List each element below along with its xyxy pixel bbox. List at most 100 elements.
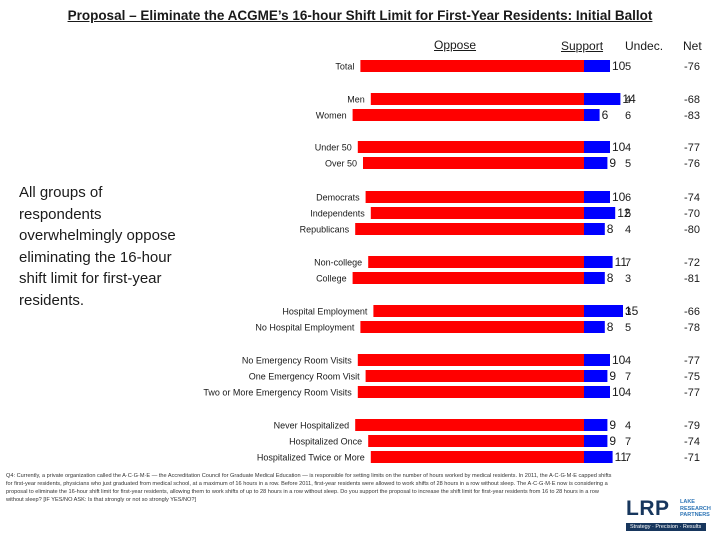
category-label: Republicans	[300, 225, 350, 235]
support-bar	[584, 272, 605, 284]
undecided-value: 4	[625, 387, 631, 399]
support-value-label: 8	[607, 222, 614, 236]
net-value: -70	[684, 208, 700, 220]
oppose-bar	[363, 157, 584, 169]
support-value-label: 10	[612, 140, 626, 154]
logo-subtitle: LAKE RESEARCH PARTNERS	[680, 499, 711, 518]
support-bar	[584, 370, 608, 382]
net-value: -80	[684, 224, 700, 236]
oppose-bar	[357, 354, 584, 366]
undecided-value: 7	[625, 452, 631, 464]
oppose-bar	[355, 419, 584, 431]
support-value-label: 9	[609, 369, 616, 383]
category-label: No Hospital Employment	[255, 323, 355, 333]
category-label: Men	[347, 95, 365, 105]
callout-text: All groups of respondents overwhelmingly…	[19, 184, 176, 309]
logo-tagline: Strategy · Precision · Results	[630, 524, 702, 530]
category-label: Women	[316, 111, 347, 121]
undecided-value: 6	[625, 192, 631, 204]
category-label: Hospitalized Once	[289, 437, 362, 447]
net-value: -78	[684, 322, 700, 334]
undecided-value: 4	[625, 94, 631, 106]
support-value-label: 9	[609, 434, 616, 448]
category-label: Hospitalized Twice or More	[257, 453, 365, 463]
net-value: -72	[684, 257, 700, 269]
category-label: Two or More Emergency Room Visits	[203, 388, 352, 398]
net-value: -75	[684, 371, 700, 383]
undecided-value: 5	[625, 61, 631, 73]
support-header: Support	[561, 39, 604, 53]
category-label: Total	[335, 62, 354, 72]
net-value: -83	[684, 110, 700, 122]
logo-wordmark: LRP	[626, 497, 670, 520]
oppose-bar	[357, 141, 584, 153]
undecided-value: 3	[625, 273, 631, 285]
oppose-bar	[368, 435, 584, 447]
support-bar	[584, 256, 613, 268]
category-label: Democrats	[316, 193, 360, 203]
undecided-value: 7	[625, 436, 631, 448]
support-value-label: 6	[602, 108, 609, 122]
category-label: Independents	[310, 209, 365, 219]
support-bar	[584, 451, 613, 463]
undecided-value: 4	[625, 224, 631, 236]
undecided-value: 4	[625, 142, 631, 154]
oppose-bar	[373, 305, 584, 317]
oppose-bar	[365, 191, 584, 203]
support-bar	[584, 141, 610, 153]
undecided-value: 3	[625, 306, 631, 318]
support-bar	[584, 207, 616, 219]
oppose-bar	[360, 60, 584, 72]
support-bar	[584, 321, 605, 333]
undecided-value: 7	[625, 257, 631, 269]
undecided-header: Undec.	[625, 39, 664, 53]
net-value: -77	[684, 142, 700, 154]
support-value-label: 10	[612, 385, 626, 399]
oppose-bar	[352, 109, 584, 121]
oppose-bar	[368, 256, 584, 268]
question-footnote: Q4: Currently, a private organization ca…	[6, 473, 612, 503]
net-value: -77	[684, 355, 700, 367]
support-bar	[584, 223, 605, 235]
net-value: -81	[684, 273, 700, 285]
undecided-value: 6	[625, 110, 631, 122]
undecided-value: 4	[625, 355, 631, 367]
support-bar	[584, 354, 610, 366]
net-value: -77	[684, 387, 700, 399]
undecided-value: 4	[625, 420, 631, 432]
support-value-label: 10	[612, 59, 626, 73]
support-bar	[584, 191, 610, 203]
logo-tagline-band	[626, 523, 706, 531]
support-value-label: 8	[607, 271, 614, 285]
oppose-bar	[352, 272, 584, 284]
category-label: One Emergency Room Visit	[249, 372, 360, 382]
net-header: Net	[683, 39, 702, 53]
oppose-bar	[370, 93, 584, 105]
undecided-value: 5	[625, 158, 631, 170]
net-value: -71	[684, 452, 700, 464]
category-label: Non-college	[314, 258, 362, 268]
support-bar	[584, 109, 600, 121]
oppose-header: Oppose	[434, 38, 477, 52]
support-bar	[584, 60, 610, 72]
support-value-label: 11	[615, 450, 628, 464]
net-value: -74	[684, 436, 700, 448]
category-label: Never Hospitalized	[274, 421, 350, 431]
category-label: Over 50	[325, 159, 357, 169]
category-label: No Emergency Room Visits	[242, 356, 352, 366]
support-value-label: 10	[612, 353, 626, 367]
lrp-logo: LRP LAKE RESEARCH PARTNERS Strategy · Pr…	[624, 496, 714, 534]
oppose-bar	[365, 370, 584, 382]
oppose-bar	[370, 207, 584, 219]
support-value-label: 11	[615, 255, 628, 269]
oppose-bar	[370, 451, 584, 463]
category-label: Hospital Employment	[282, 307, 368, 317]
category-label: Under 50	[315, 143, 352, 153]
support-bar	[584, 419, 608, 431]
net-value: -68	[684, 94, 700, 106]
category-label: College	[316, 274, 347, 284]
oppose-bar	[360, 321, 584, 333]
net-value: -79	[684, 420, 700, 432]
support-value-label: 9	[609, 418, 616, 432]
